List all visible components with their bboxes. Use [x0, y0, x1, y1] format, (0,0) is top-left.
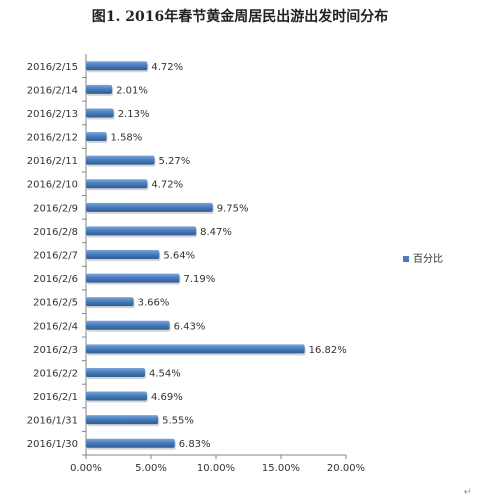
- x-tick-label: 0.00%: [70, 463, 102, 474]
- bar: [86, 344, 305, 354]
- bar: [86, 415, 159, 425]
- data-label: 4.72%: [151, 180, 183, 191]
- x-tick-label: 20.00%: [327, 463, 365, 474]
- category-label: 2016/2/8: [33, 227, 78, 238]
- data-label: 5.64%: [163, 251, 195, 262]
- category-label: 2016/1/31: [27, 416, 78, 427]
- data-label: 4.69%: [151, 392, 183, 403]
- data-label: 4.72%: [151, 62, 183, 73]
- bar: [86, 202, 213, 212]
- data-label: 16.82%: [309, 345, 347, 356]
- category-label: 2016/2/6: [33, 274, 78, 285]
- data-label: 9.75%: [217, 203, 249, 214]
- legend-label: 百分比: [413, 253, 443, 265]
- data-label: 4.54%: [149, 368, 181, 379]
- data-label: 2.13%: [118, 109, 150, 120]
- category-label: 2016/2/9: [33, 203, 78, 214]
- category-label: 2016/2/11: [27, 156, 78, 167]
- x-tick-label: 5.00%: [135, 463, 167, 474]
- data-label: 7.19%: [183, 274, 215, 285]
- bar: [86, 367, 146, 377]
- data-label: 1.58%: [111, 133, 143, 144]
- category-label: 2016/2/14: [27, 85, 78, 96]
- bar: [86, 250, 160, 259]
- bar: [86, 179, 148, 189]
- category-label: 2016/2/3: [33, 345, 78, 356]
- bar: [86, 438, 175, 448]
- x-tick-label: 15.00%: [262, 463, 300, 474]
- legend-swatch: [403, 256, 409, 262]
- category-label: 2016/2/2: [33, 368, 78, 379]
- chart-title: 图1. 2016年春节黄金周居民出游出发时间分布: [91, 9, 389, 25]
- x-tick-label: 10.00%: [197, 463, 235, 474]
- category-label: 2016/2/15: [27, 62, 78, 73]
- category-label: 2016/1/30: [27, 439, 78, 450]
- bar: [86, 320, 170, 330]
- bar: [86, 132, 107, 142]
- category-label: 2016/2/7: [33, 251, 78, 262]
- bar: [86, 273, 180, 283]
- bar: [86, 84, 113, 94]
- data-label: 6.83%: [179, 439, 211, 450]
- bar: [86, 108, 114, 118]
- return-mark-glyph: ↵: [463, 487, 472, 498]
- category-label: 2016/2/1: [33, 392, 78, 403]
- category-label: 2016/2/12: [27, 133, 78, 144]
- data-label: 2.01%: [116, 85, 148, 96]
- bar: [86, 155, 155, 165]
- data-label: 5.27%: [159, 156, 191, 167]
- bar: [86, 61, 148, 71]
- bar: [86, 297, 134, 307]
- data-label: 3.66%: [138, 298, 170, 309]
- bar: [86, 391, 147, 401]
- bar: [86, 226, 197, 236]
- category-label: 2016/2/5: [33, 298, 78, 309]
- data-label: 5.55%: [162, 416, 194, 427]
- category-label: 2016/2/13: [27, 109, 78, 120]
- category-label: 2016/2/10: [27, 180, 78, 191]
- category-label: 2016/2/4: [33, 321, 78, 332]
- data-label: 6.43%: [174, 321, 206, 332]
- data-label: 8.47%: [200, 227, 232, 238]
